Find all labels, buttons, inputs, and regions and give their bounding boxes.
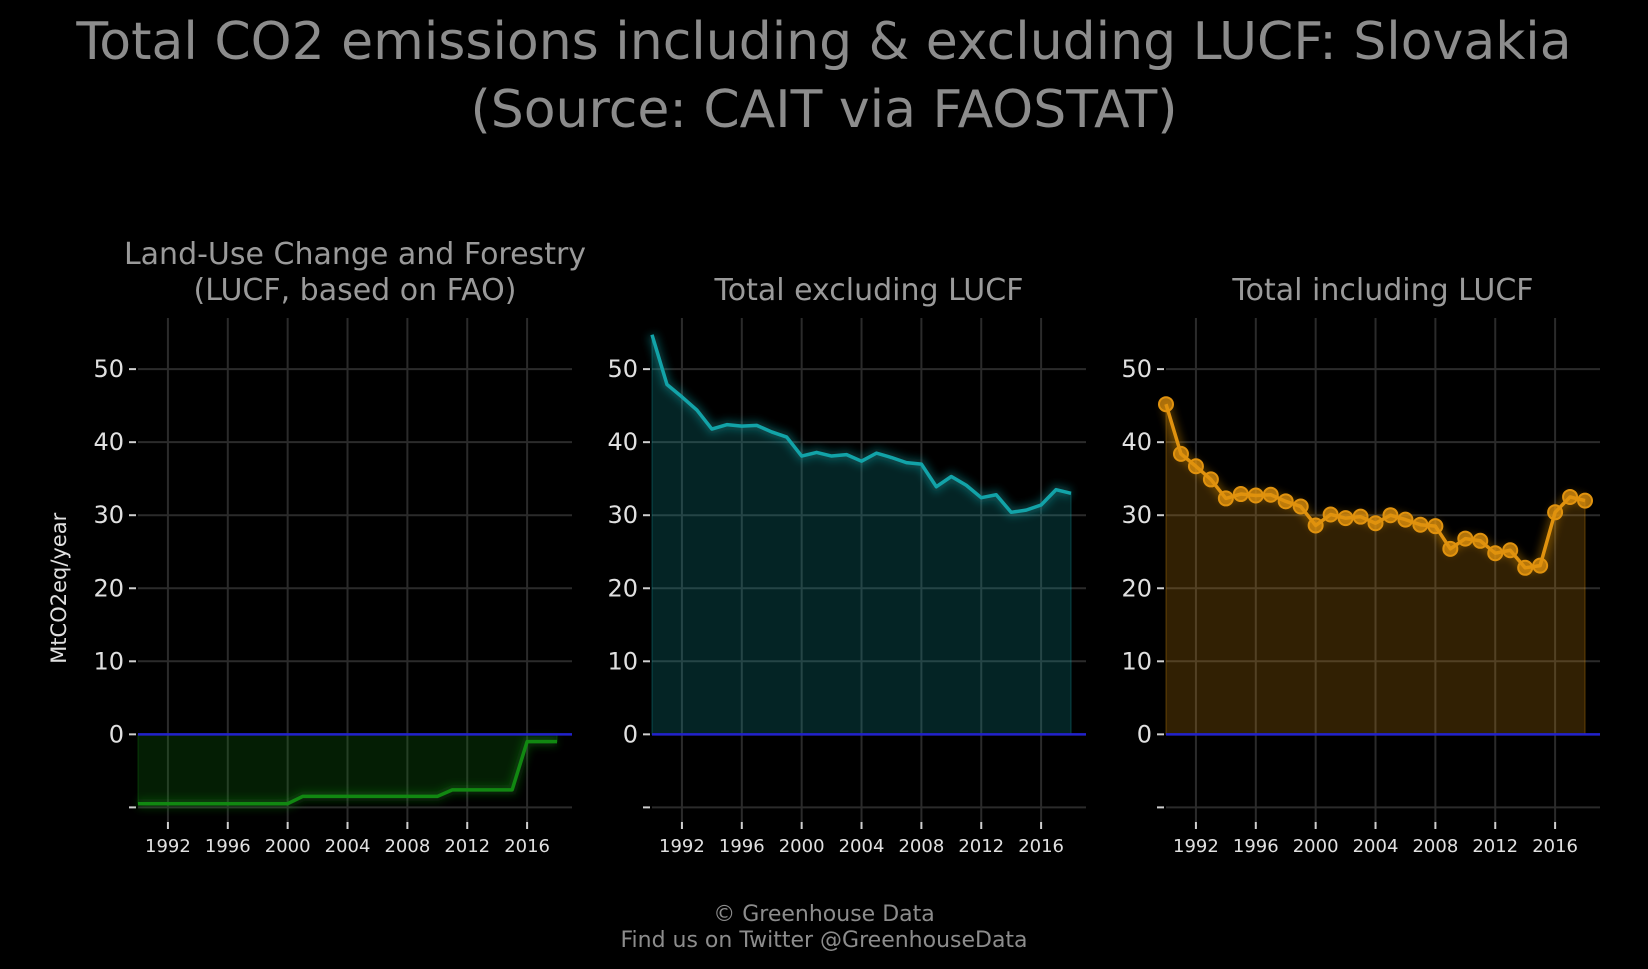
footer-twitter: Find us on Twitter @GreenhouseData bbox=[0, 928, 1648, 954]
y-tick-label: 20 bbox=[607, 574, 638, 602]
x-tick-label: 2000 bbox=[779, 836, 825, 857]
data-point bbox=[1488, 546, 1502, 560]
data-point bbox=[1279, 494, 1293, 508]
data-point bbox=[1339, 511, 1353, 525]
data-point bbox=[1189, 459, 1203, 473]
x-tick-label: 2004 bbox=[1353, 836, 1399, 857]
y-axis-label: MtCO2eq/year bbox=[47, 512, 71, 663]
data-point bbox=[1204, 472, 1218, 486]
y-tick-label: 0 bbox=[1137, 720, 1152, 748]
data-point bbox=[1234, 487, 1248, 501]
x-tick-label: 2016 bbox=[1532, 836, 1578, 857]
data-point bbox=[1369, 516, 1383, 530]
x-tick-label: 1996 bbox=[1233, 836, 1279, 857]
data-point bbox=[1398, 513, 1412, 527]
y-tick-label: 30 bbox=[607, 501, 638, 529]
data-point bbox=[1294, 499, 1308, 513]
y-tick-label: 40 bbox=[1121, 428, 1152, 456]
x-tick-label: 2008 bbox=[384, 836, 430, 857]
data-point bbox=[1309, 518, 1323, 532]
data-point bbox=[1503, 543, 1517, 557]
footer: © Greenhouse Data Find us on Twitter @Gr… bbox=[0, 902, 1648, 954]
x-tick-label: 2012 bbox=[444, 836, 490, 857]
data-point bbox=[1578, 494, 1592, 508]
y-tick-label: 20 bbox=[93, 574, 124, 602]
panel-2: 010203040501992 1996 2000 2004 2008 2012 2016… bbox=[607, 273, 1086, 857]
x-tick-label: 1996 bbox=[205, 836, 251, 857]
y-tick-label: 0 bbox=[109, 720, 124, 748]
x-tick-label: 2016 bbox=[1018, 836, 1064, 857]
data-point bbox=[1249, 488, 1263, 502]
y-tick-label: 40 bbox=[607, 428, 638, 456]
y-tick-label: 50 bbox=[607, 355, 638, 383]
data-point bbox=[1174, 447, 1188, 461]
x-tick-label: 1992 bbox=[1173, 836, 1219, 857]
x-tick-label: 2008 bbox=[1412, 836, 1458, 857]
x-tick-label: 1992 bbox=[659, 836, 705, 857]
x-tick-label: 2000 bbox=[265, 836, 311, 857]
x-tick-label: 2012 bbox=[1472, 836, 1518, 857]
y-tick-label: 50 bbox=[93, 355, 124, 383]
data-point bbox=[1428, 519, 1442, 533]
x-tick-label: 2004 bbox=[325, 836, 371, 857]
data-point bbox=[1563, 490, 1577, 504]
footer-copyright: © Greenhouse Data bbox=[0, 902, 1648, 928]
y-tick-label: 20 bbox=[1121, 574, 1152, 602]
panel-title: Land-Use Change and Forestry bbox=[124, 237, 586, 272]
data-point bbox=[1518, 561, 1532, 575]
y-tick-label: 0 bbox=[623, 720, 638, 748]
data-point bbox=[1264, 488, 1278, 502]
y-tick-label: 30 bbox=[1121, 501, 1152, 529]
data-point bbox=[1533, 559, 1547, 573]
panel-1: 010203040501992 1996 2000 2004 2008 2012 2016… bbox=[47, 237, 586, 857]
data-point bbox=[1383, 508, 1397, 522]
y-tick-label: 10 bbox=[1121, 647, 1152, 675]
y-tick-label: 30 bbox=[93, 501, 124, 529]
x-tick-label: 2012 bbox=[958, 836, 1004, 857]
y-tick-label: 10 bbox=[93, 647, 124, 675]
data-point bbox=[1324, 507, 1338, 521]
data-point bbox=[1354, 510, 1368, 524]
x-tick-label: 2000 bbox=[1293, 836, 1339, 857]
y-tick-label: 10 bbox=[607, 647, 638, 675]
panel-3: 010203040501992 1996 2000 2004 2008 2012 2016… bbox=[1121, 273, 1600, 857]
data-point bbox=[1443, 542, 1457, 556]
x-tick-label: 1996 bbox=[719, 836, 765, 857]
data-point bbox=[1159, 397, 1173, 411]
data-point bbox=[1413, 518, 1427, 532]
panel-title: Total including LUCF bbox=[1231, 273, 1533, 308]
y-tick-label: 40 bbox=[93, 428, 124, 456]
x-tick-label: 2004 bbox=[839, 836, 885, 857]
x-tick-label: 2008 bbox=[898, 836, 944, 857]
data-point bbox=[1548, 505, 1562, 519]
x-tick-label: 2016 bbox=[504, 836, 550, 857]
data-point bbox=[1219, 491, 1233, 505]
data-point bbox=[1458, 532, 1472, 546]
x-tick-label: 1992 bbox=[145, 836, 191, 857]
data-point bbox=[1473, 534, 1487, 548]
y-tick-label: 50 bbox=[1121, 355, 1152, 383]
panel-title: (LUCF, based on FAO) bbox=[194, 273, 517, 308]
panel-title: Total excluding LUCF bbox=[714, 273, 1024, 308]
